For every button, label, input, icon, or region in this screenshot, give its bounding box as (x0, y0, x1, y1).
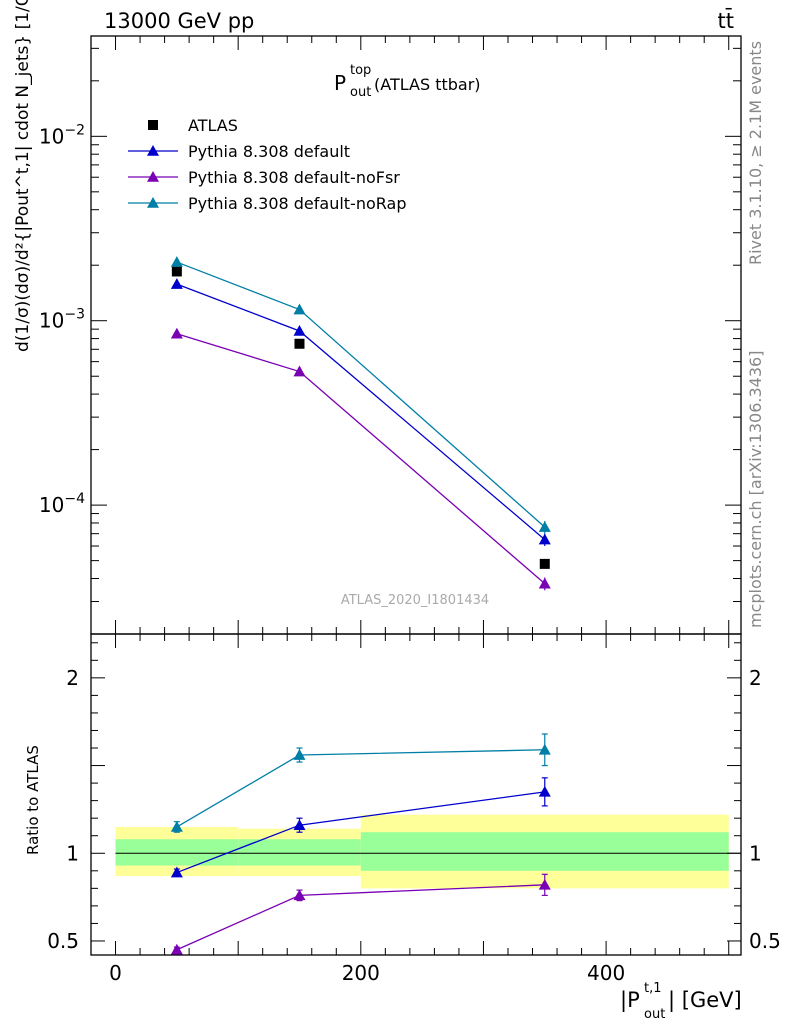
y-tick-label: 10−2 (39, 122, 85, 148)
svg-text:out: out (644, 1007, 665, 1022)
ratio-data-point (538, 743, 551, 755)
x-tick-label: 0 (109, 961, 122, 985)
series-line (176, 283, 546, 541)
svg-text:P: P (334, 71, 346, 95)
svg-text:t,1: t,1 (644, 981, 662, 996)
svg-text:out: out (350, 85, 371, 100)
legend-marker (147, 197, 159, 208)
ratio-data-point (293, 889, 306, 901)
data-point (538, 577, 551, 589)
series-line (176, 333, 546, 585)
x-tick-label: 200 (342, 961, 380, 985)
legend-label: Pythia 8.308 default-noFsr (188, 168, 400, 187)
ratio-y-tick-label: 2 (66, 666, 79, 690)
data-point (538, 533, 551, 545)
data-point (170, 278, 183, 289)
process-label: tt̄ (718, 8, 734, 33)
data-point (293, 303, 306, 315)
y-axis-label: d(1/σ)(dσ)/d²{|Pout^t,1| cdot N_jets} [1… (13, 0, 33, 352)
ratio-y-tick-label-right: 0.5 (749, 929, 781, 953)
plot-title: P top out (ATLAS ttbar) (334, 63, 481, 100)
svg-text:(ATLAS ttbar): (ATLAS ttbar) (374, 75, 481, 94)
svg-text:| [GeV]: | [GeV] (668, 988, 742, 1013)
ratio-y-tick-label-right: 1 (749, 841, 762, 865)
main-plot: 10−4 10−3 10−2 (39, 35, 742, 635)
data-point (538, 521, 551, 532)
x-axis-label: |P t,1 out | [GeV] (620, 981, 742, 1022)
y-tick-label: 10−4 (39, 491, 85, 517)
mcplots-label: mcplots.cern.ch [arXiv:1306.3436] (746, 351, 765, 628)
legend-marker (147, 171, 159, 182)
ratio-data-point (170, 820, 183, 832)
legend-label: Pythia 8.308 default-noRap (188, 194, 406, 213)
data-point (293, 365, 306, 377)
legend-label: ATLAS (188, 116, 238, 135)
uncertainty-band-inner (360, 832, 729, 871)
ratio-axis-label: Ratio to ATLAS (24, 745, 42, 855)
data-point-atlas (171, 266, 182, 277)
svg-text:|P: |P (620, 988, 640, 1013)
ratio-data-point (293, 819, 306, 830)
svg-text:top: top (350, 63, 371, 78)
series-line (176, 261, 546, 528)
ratio-series-line (176, 884, 545, 951)
beam-label: 13000 GeV pp (104, 9, 254, 33)
ratio-data-point (538, 878, 551, 890)
y-tick-label: 10−3 (39, 307, 85, 333)
ratio-frame (90, 633, 742, 956)
rivet-label: Rivet 3.1.10, ≥ 2.1M events (746, 41, 765, 265)
data-point-atlas (539, 558, 550, 569)
ratio-data-point (170, 866, 183, 878)
legend: ATLAS Pythia 8.308 default Pythia 8.308 de… (128, 116, 406, 213)
ratio-y-tick-label: 1 (66, 841, 79, 865)
ratio-data-point (170, 943, 183, 955)
uncertainty-band-inner (238, 839, 361, 866)
ratio-plot: 0 200 400 0.5 0.5 1 1 2 2 (47, 633, 781, 985)
data-point-atlas (294, 338, 305, 349)
data-point (293, 324, 306, 336)
ratio-data-point (538, 785, 551, 797)
legend-label: Pythia 8.308 default (188, 142, 350, 161)
ratio-data-point (293, 749, 306, 760)
legend-marker (147, 145, 159, 156)
data-point (170, 256, 183, 267)
x-tick-label: 400 (587, 961, 625, 985)
analysis-watermark: ATLAS_2020_I1801434 (341, 593, 489, 608)
ratio-y-tick-label: 0.5 (47, 929, 79, 953)
uncertainty-band-inner (115, 839, 239, 866)
data-point (170, 327, 183, 339)
legend-marker (148, 120, 158, 130)
ratio-y-tick-label-right: 2 (749, 666, 762, 690)
